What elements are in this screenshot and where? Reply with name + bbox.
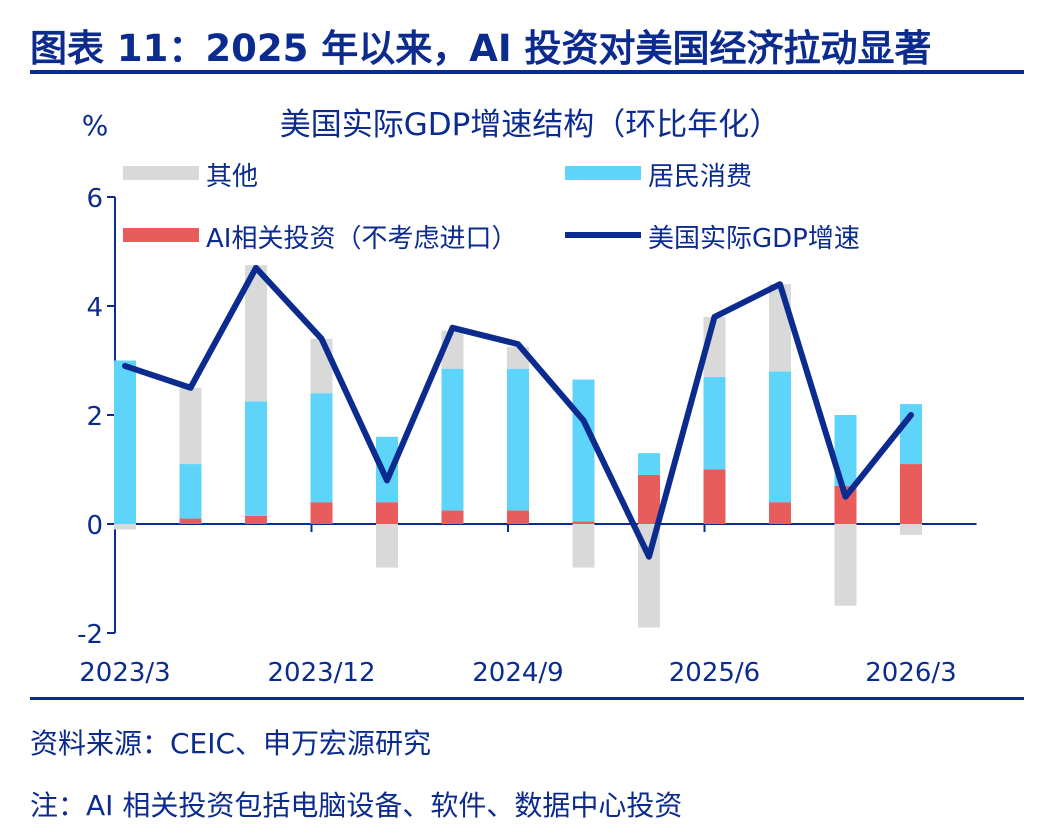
gdp-point	[321, 338, 322, 340]
bar-consumption	[179, 464, 202, 519]
bar-other	[769, 284, 791, 372]
gdp-point	[124, 365, 126, 367]
bar-ai-investment	[769, 502, 791, 524]
bar-consumption	[245, 401, 267, 516]
bars	[114, 265, 922, 628]
legend-swatch-consumption	[565, 166, 641, 180]
legend-label-other: 其他	[206, 162, 258, 192]
bar-consumption	[638, 453, 660, 475]
bar-ai-investment	[179, 518, 202, 524]
bar-other	[245, 265, 267, 402]
legend: 其他 居民消费 AI相关投资（不考虑进口） 美国实际GDP增速	[123, 162, 860, 254]
bar-consumption	[703, 376, 726, 470]
gdp-point	[190, 387, 191, 389]
y-axis: -2 0 2 4 6	[77, 184, 116, 650]
y-tick-label: 4	[86, 293, 103, 323]
bar-ai-investment	[834, 485, 857, 524]
bar-consumption	[572, 379, 595, 522]
bar-consumption	[507, 368, 529, 511]
x-tick-label: 2025/6	[669, 658, 760, 688]
bar-consumption	[114, 360, 136, 524]
bar-other	[114, 524, 136, 530]
bar-ai-investment	[507, 510, 529, 524]
bar-other	[900, 524, 922, 535]
note-text: 注：AI 相关投资包括电脑设备、软件、数据中心投资	[30, 789, 683, 822]
figure-title: 图表 11：2025 年以来，AI 投资对美国经济拉动显著	[30, 27, 932, 70]
title-rule	[30, 70, 1024, 74]
bar-other	[310, 338, 333, 394]
bar-consumption	[310, 393, 333, 503]
y-tick-label: -2	[77, 620, 103, 650]
y-axis-label: %	[82, 109, 109, 142]
legend-swatch-ai-investment	[123, 228, 199, 242]
x-tick-label: 2023/3	[79, 658, 170, 688]
gdp-point	[255, 267, 257, 269]
gdp-point	[845, 496, 846, 498]
gdp-point	[779, 283, 781, 285]
bar-other	[376, 524, 398, 568]
bar-ai-investment	[638, 474, 660, 524]
gdp-point	[714, 316, 715, 318]
gdp-point	[517, 343, 519, 345]
bar-consumption	[441, 368, 464, 511]
bar-consumption	[769, 371, 791, 503]
gdp-point	[910, 414, 912, 416]
x-axis: 2023/3 2023/12 2024/9 2025/6 2026/3	[79, 523, 977, 688]
y-tick-label: 6	[86, 184, 103, 214]
legend-swatch-other	[123, 166, 199, 180]
gdp-point	[583, 419, 584, 421]
bar-ai-investment	[441, 510, 464, 524]
gdp-point	[648, 556, 650, 558]
gdp-line-series	[122, 264, 914, 560]
gdp-point	[452, 327, 453, 329]
bar-ai-investment	[245, 515, 267, 524]
chart-title: 美国实际GDP增速结构（环比年化）	[280, 107, 781, 143]
bar-ai-investment	[376, 502, 398, 524]
bar-ai-investment	[310, 502, 333, 524]
y-tick-label: 2	[86, 402, 103, 432]
bar-consumption	[834, 415, 857, 486]
legend-label-consumption: 居民消费	[648, 162, 752, 192]
chart: 美国实际GDP增速结构（环比年化） % 其他 居民消费 AI相关投资（不考虑进口…	[77, 107, 977, 688]
bar-ai-investment	[900, 464, 922, 524]
x-tick-label: 2023/12	[267, 658, 375, 688]
bar-ai-investment	[572, 521, 595, 524]
bar-other	[834, 524, 857, 606]
bar-consumption	[376, 436, 398, 503]
x-tick-label: 2024/9	[472, 658, 563, 688]
bar-other	[572, 524, 595, 568]
bottom-rule	[30, 697, 1024, 700]
x-tick-label: 2026/3	[865, 658, 956, 688]
legend-label-gdp: 美国实际GDP增速	[648, 224, 860, 254]
bar-ai-investment	[703, 469, 726, 524]
source-text: 资料来源：CEIC、申万宏源研究	[30, 727, 432, 760]
bar-other	[179, 387, 202, 465]
y-tick-label: 0	[86, 511, 103, 541]
gdp-point	[386, 479, 388, 481]
legend-label-ai-investment: AI相关投资（不考虑进口）	[206, 224, 517, 254]
